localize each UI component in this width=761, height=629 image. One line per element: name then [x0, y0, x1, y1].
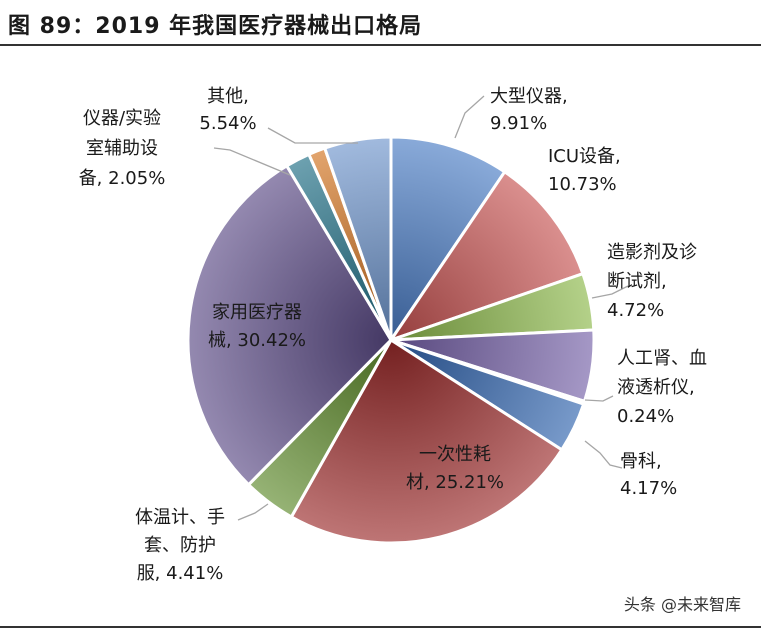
slice-label-line: 备, 2.05%: [79, 168, 166, 189]
slice-label-line: 5.54%: [199, 113, 256, 134]
leader-line-lab-auxiliary: [213, 147, 291, 176]
slice-label-line: 一次性耗: [419, 444, 491, 465]
slice-label-lab-auxiliary: 仪器/实验室辅助设备, 2.05%: [79, 108, 166, 189]
slice-label-home-devices: 家用医疗器械, 30.42%: [208, 302, 306, 351]
slice-label-line: 套、防护: [144, 535, 216, 556]
pie-slice-other: [323, 135, 393, 342]
bottom-rule: [0, 626, 761, 628]
slice-label-line: 造影剂及诊: [607, 242, 697, 263]
slice-label-line: ICU设备,: [548, 146, 621, 167]
slice-label-line: 9.91%: [490, 113, 547, 134]
leader-line-blood-dialysis: [584, 395, 614, 402]
slice-label-line: 室辅助设: [86, 138, 158, 159]
slice-label-contrast-diagnostic: 造影剂及诊断试剂, 4.72%: [607, 242, 697, 321]
pie-slice-home-devices: [186, 164, 393, 487]
pie-slice-large-instruments: [389, 135, 507, 342]
top-rule: [0, 44, 761, 46]
slice-label-line: 其他,: [207, 86, 249, 107]
slice-labels: 大型仪器, 9.91%ICU设备, 10.73% 造影剂及诊断试剂, 4.72% 人工肾、…: [79, 86, 707, 584]
slice-label-line: 液透析仪,: [617, 377, 695, 398]
slice-label-line: 0.24%: [617, 406, 674, 427]
slice-label-line: 人工肾、血: [617, 348, 707, 369]
slice-label-line: 4.72%: [607, 300, 664, 321]
slice-label-line: 械, 30.42%: [208, 330, 306, 351]
leader-line-large-instruments: [454, 95, 485, 139]
leader-line-orthopedics: [584, 440, 623, 469]
leader-line-contrast-diagnostic: [591, 285, 629, 299]
slice-label-line: 服, 4.41%: [137, 563, 224, 584]
slice-label-line: 断试剂,: [607, 271, 667, 292]
slice-label-thermometer-gloves: 体温计、手套、防护服, 4.41%: [135, 507, 225, 584]
leader-lines: [213, 95, 629, 521]
slice-label-line: 骨科,: [620, 451, 662, 472]
slice-label-line: 仪器/实验: [83, 108, 161, 129]
slice-label-orthopedics: 骨科, 4.17%: [620, 451, 677, 499]
slice-label-line: 材, 25.21%: [406, 472, 504, 493]
leader-line-other: [267, 127, 358, 144]
slice-label-icu-equipment: ICU设备, 10.73%: [548, 146, 621, 195]
slice-label-line: 10.73%: [548, 174, 617, 195]
slice-label-line: 4.17%: [620, 478, 677, 499]
pie-slice-consumables: [289, 338, 564, 545]
slice-label-consumables: 一次性耗材, 25.21%: [406, 444, 504, 493]
slice-label-line: 体温计、手: [135, 507, 225, 528]
pie-slices: [186, 135, 596, 545]
slice-label-blood-dialysis: 人工肾、血液透析仪, 0.24%: [617, 348, 707, 427]
slice-label-other: 其他, 5.54%: [199, 86, 256, 134]
slice-label-line: 家用医疗器: [212, 302, 302, 323]
slice-label-large-instruments: 大型仪器, 9.91%: [490, 86, 568, 134]
figure-title: 图 89：2019 年我国医疗器械出口格局: [8, 14, 423, 39]
pie-slice-icu-equipment: [389, 170, 585, 342]
slice-label-line: 大型仪器,: [490, 86, 568, 107]
leader-line-thermometer-gloves: [237, 503, 269, 521]
watermark: 头条 @未来智库: [617, 589, 747, 617]
